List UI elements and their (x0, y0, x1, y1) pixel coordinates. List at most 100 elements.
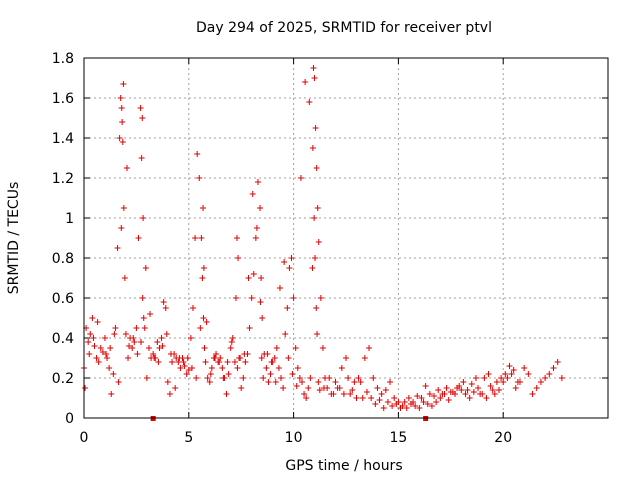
data-point (397, 405, 404, 411)
data-point (248, 295, 255, 301)
data-point (437, 395, 444, 401)
data-point (372, 401, 379, 407)
data-point (533, 385, 540, 391)
data-point (470, 389, 477, 395)
data-point (89, 315, 96, 321)
data-point (159, 343, 166, 349)
data-point (491, 391, 498, 397)
data-point (286, 265, 293, 271)
chart-title: Day 294 of 2025, SRMTID for receiver ptv… (196, 20, 492, 36)
data-point (443, 385, 450, 391)
data-point (106, 365, 113, 371)
data-point (268, 359, 275, 365)
data-point (130, 335, 137, 341)
data-point (117, 95, 124, 101)
data-point (129, 345, 136, 351)
data-point (292, 345, 299, 351)
data-point (123, 165, 130, 171)
data-point (207, 371, 214, 377)
data-point (359, 395, 366, 401)
data-point (134, 351, 141, 357)
data-point (284, 305, 291, 311)
data-point (227, 345, 234, 351)
data-point (216, 359, 223, 365)
data-point (85, 339, 92, 345)
data-point (158, 335, 165, 341)
data-point (410, 399, 417, 405)
data-point (510, 367, 517, 373)
data-point (451, 391, 458, 397)
data-point (315, 379, 322, 385)
data-point (155, 359, 162, 365)
data-point (163, 331, 170, 337)
axes: 0 5 10 15 20 0 0.2 0.4 0.6 0.8 1 1.2 1.4 1.6 1.8 (52, 51, 608, 446)
data-point (508, 371, 515, 377)
data-point (273, 345, 280, 351)
data-point (151, 355, 158, 361)
data-point (312, 125, 319, 131)
y-axis-label: SRMTID / TECUs (6, 182, 22, 295)
data-point (382, 387, 389, 393)
data-point (290, 295, 297, 301)
data-point (420, 399, 427, 405)
data-point (135, 235, 142, 241)
data-point (458, 387, 465, 393)
data-point (206, 379, 213, 385)
data-point (264, 351, 271, 357)
data-point (223, 391, 230, 397)
data-point (412, 403, 419, 409)
data-point (314, 331, 321, 337)
data-point (542, 375, 549, 381)
data-point (231, 359, 238, 365)
data-point (192, 235, 199, 241)
y-tick-label: 1.4 (52, 131, 74, 147)
data-point (139, 295, 146, 301)
data-point (370, 375, 377, 381)
data-point (309, 265, 316, 271)
data-point (435, 387, 442, 393)
data-point (131, 339, 138, 345)
data-point (184, 355, 191, 361)
data-point (141, 325, 148, 331)
data-point (340, 391, 347, 397)
data-point (485, 371, 492, 377)
data-point (111, 331, 118, 337)
data-point (258, 355, 265, 361)
data-point (234, 235, 241, 241)
data-point (138, 155, 145, 161)
data-point (387, 379, 394, 385)
data-point (288, 255, 295, 261)
data-point (439, 391, 446, 397)
data-point (280, 385, 287, 391)
data-point (212, 355, 218, 361)
y-tick-label: 0.6 (52, 291, 74, 307)
data-point (272, 379, 279, 385)
data-point (347, 391, 354, 397)
data-point (175, 359, 182, 365)
data-point (500, 379, 507, 385)
data-point (119, 119, 126, 125)
data-point (90, 335, 97, 341)
data-point (298, 379, 305, 385)
y-tick-label: 1.8 (52, 51, 74, 67)
data-point (276, 285, 283, 291)
data-point (156, 345, 163, 351)
data-point (403, 405, 410, 411)
data-point (366, 345, 373, 351)
data-point (433, 399, 440, 405)
data-point (315, 239, 322, 245)
data-point (489, 387, 496, 393)
data-point (200, 265, 207, 271)
data-point (334, 385, 341, 391)
data-point (202, 359, 209, 365)
data-point (137, 105, 144, 111)
data-point (108, 391, 115, 397)
data-point (355, 375, 362, 381)
data-point (296, 375, 303, 381)
data-point (278, 375, 285, 381)
data-point (376, 397, 383, 403)
data-point (120, 81, 127, 87)
data-point (447, 389, 454, 395)
data-point (487, 383, 494, 389)
data-point (188, 365, 195, 371)
